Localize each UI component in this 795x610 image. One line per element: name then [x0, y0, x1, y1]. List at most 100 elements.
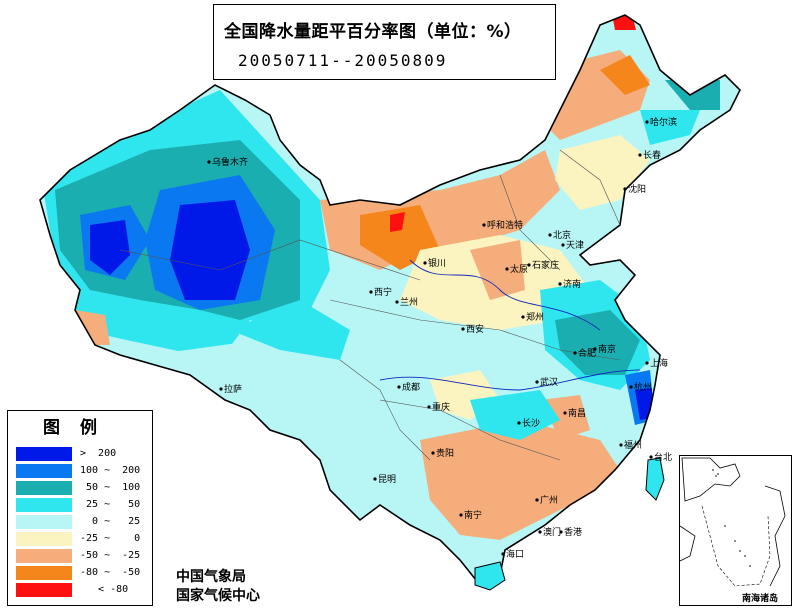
legend-swatch — [16, 532, 72, 546]
legend-swatch — [16, 464, 72, 478]
city-marker — [629, 385, 633, 389]
legend-swatch — [16, 566, 72, 580]
city-marker — [373, 477, 377, 481]
legend-swatch — [16, 447, 72, 461]
city-marker — [395, 300, 399, 304]
legend-swatch — [16, 481, 72, 495]
city-label: 台北 — [654, 451, 672, 463]
legend-swatch — [16, 583, 72, 597]
legend-row: -50 ~ -25 — [16, 549, 152, 564]
city-marker — [207, 160, 211, 164]
city-marker — [461, 327, 465, 331]
city-marker — [645, 120, 649, 124]
city-marker — [548, 233, 552, 237]
city-marker — [431, 451, 435, 455]
city-marker — [561, 243, 565, 247]
date-range: 20050711--20050809 — [238, 51, 448, 70]
city-marker — [535, 380, 539, 384]
legend-label: < -80 — [80, 584, 129, 595]
city-label: 成都 — [402, 381, 420, 393]
city-marker — [619, 443, 623, 447]
legend-label: 100 ~ 200 — [80, 465, 141, 476]
city-label: 天津 — [566, 240, 584, 251]
legend-row: -80 ~ -50 — [16, 566, 152, 581]
city-label: 昆明 — [378, 474, 396, 485]
legend-label: > 200 — [80, 448, 117, 459]
inset-map — [679, 457, 786, 587]
legend-label: 25 ~ 50 — [80, 499, 141, 510]
city-marker — [527, 263, 531, 267]
city-marker — [505, 267, 509, 271]
legend-row: > 200 — [16, 447, 152, 462]
city-label: 拉萨 — [224, 383, 242, 395]
city-label: 广州 — [540, 494, 558, 506]
city-label: 太原 — [510, 263, 528, 275]
map-title: 全国降水量距平百分率图（单位：%） — [224, 22, 522, 42]
city-label: 南宁 — [464, 509, 482, 521]
city-marker — [563, 411, 567, 415]
legend-title: 图例 — [43, 418, 117, 438]
city-label: 福州 — [624, 439, 642, 451]
city-label: 银川 — [428, 257, 446, 269]
city-label: 济南 — [563, 278, 581, 290]
legend-row: 25 ~ 50 — [16, 498, 152, 513]
city-marker — [538, 530, 542, 534]
city-marker — [645, 361, 649, 365]
city-marker — [649, 455, 653, 459]
city-label: 武汉 — [540, 376, 558, 388]
city-label: 西宁 — [374, 286, 392, 298]
legend: 图例 > 200 100 ~ 200 50 ~ 100 25 ~ 50 0 ~ 2… — [7, 410, 153, 606]
city-label: 重庆 — [432, 401, 450, 413]
legend-swatch — [16, 498, 72, 512]
city-label: 呼和浩特 — [487, 219, 523, 231]
city-marker — [501, 552, 505, 556]
city-label: 澳门 — [543, 526, 561, 538]
legend-label: 0 ~ 25 — [80, 516, 141, 527]
city-label: 长沙 — [522, 417, 540, 429]
legend-label: -25 ~ 0 — [80, 533, 141, 544]
legend-row: 100 ~ 200 — [16, 464, 152, 479]
city-marker — [638, 153, 642, 157]
city-label: 合肥 — [578, 347, 596, 359]
credit-ncc: 国家气候中心 — [176, 588, 260, 604]
city-marker — [559, 530, 563, 534]
legend-label: -50 ~ -25 — [80, 550, 141, 561]
city-label: 海口 — [506, 548, 524, 560]
city-marker — [423, 261, 427, 265]
city-label: 香港 — [564, 526, 582, 538]
city-marker — [427, 405, 431, 409]
city-label: 郑州 — [526, 311, 544, 323]
south-china-sea-inset: 南海诸岛 — [679, 455, 792, 606]
city-label: 乌鲁木齐 — [212, 156, 248, 168]
legend-row: -25 ~ 0 — [16, 532, 152, 547]
city-label: 南京 — [598, 343, 616, 355]
city-label: 长春 — [643, 149, 661, 161]
legend-row: < -80 — [16, 583, 152, 598]
city-marker — [558, 282, 562, 286]
city-marker — [535, 498, 539, 502]
city-marker — [459, 513, 463, 517]
city-label: 南昌 — [568, 407, 586, 419]
city-marker — [517, 421, 521, 425]
city-label: 上海 — [650, 357, 668, 369]
city-label: 兰州 — [400, 296, 418, 308]
city-marker — [573, 351, 577, 355]
city-label: 沈阳 — [628, 183, 646, 195]
legend-row: 50 ~ 100 — [16, 481, 152, 496]
city-label: 石家庄 — [532, 259, 559, 271]
city-marker — [397, 385, 401, 389]
legend-row: 0 ~ 25 — [16, 515, 152, 530]
city-marker — [521, 315, 525, 319]
credit-cma: 中国气象局 — [176, 569, 246, 585]
legend-label: 50 ~ 100 — [80, 482, 141, 493]
city-label: 西安 — [466, 323, 484, 335]
city-marker — [623, 187, 627, 191]
legend-swatch — [16, 515, 72, 529]
city-label: 北京 — [553, 229, 571, 241]
inset-label: 南海诸岛 — [740, 591, 781, 604]
city-label: 杭州 — [634, 381, 652, 393]
city-marker — [593, 347, 597, 351]
city-marker — [219, 387, 223, 391]
legend-label: -80 ~ -50 — [80, 567, 141, 578]
